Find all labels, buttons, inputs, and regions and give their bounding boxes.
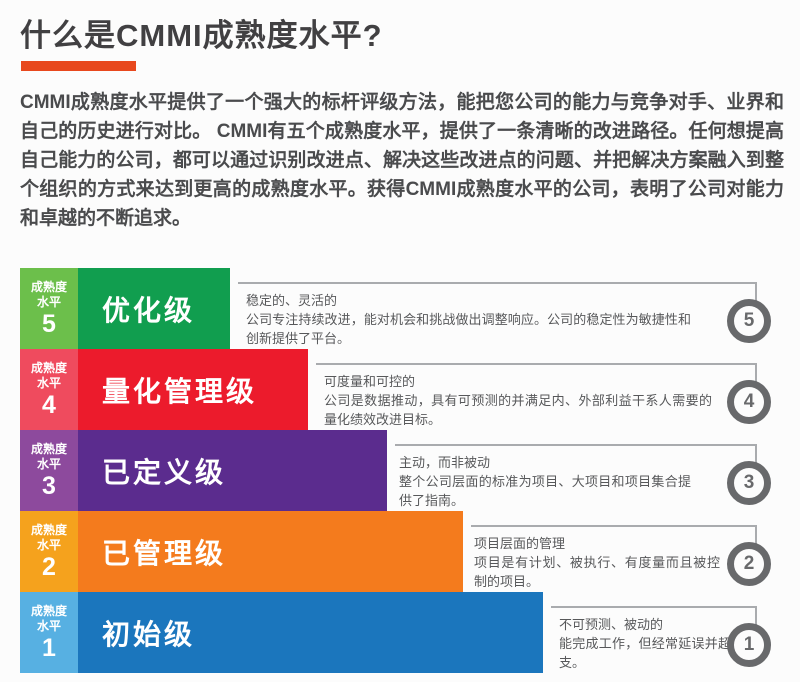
- level-description-heading: 主动，而非被动: [399, 455, 491, 470]
- level-description-body: 能完成工作，但经常延误并超支。: [559, 636, 731, 670]
- level-bar: 已管理级: [78, 511, 463, 592]
- level-description-body: 公司专注持续改进，能对机会和挑战做出调整响应。公司的稳定性为敏捷性和创新提供了平…: [246, 312, 691, 346]
- label-text-line2: 水平: [36, 376, 61, 390]
- label-text-line2: 水平: [36, 619, 61, 633]
- maturity-row-level-4: 成熟度 水平 4 量化管理级 可度量和可控的 公司是数据推动，具有可预测的并满足内、外部利…: [0, 349, 800, 430]
- level-label-box: 成熟度 水平 1: [20, 592, 78, 673]
- page-title: 什么是CMMI成熟度水平?: [20, 18, 383, 53]
- intro-paragraph: CMMI成熟度水平提供了一个强大的标杆评级方法，能把您公司的能力与竞争对手、业界…: [20, 92, 784, 229]
- level-description-body: 项目是有计划、被执行、有度量而且被控制的项目。: [474, 555, 720, 589]
- level-description: 不可预测、被动的能完成工作，但经常延误并超支。: [559, 615, 731, 672]
- label-level-number: 1: [42, 634, 56, 662]
- label-text-line1: 成熟度: [30, 361, 67, 375]
- level-bar: 已定义级: [78, 430, 387, 511]
- level-description-heading: 稳定的、灵活的: [246, 293, 338, 308]
- label-level-number: 3: [42, 472, 56, 500]
- label-text-line1: 成熟度: [30, 280, 67, 294]
- level-bar: 量化管理级: [78, 349, 308, 430]
- level-name: 已管理级: [102, 537, 227, 569]
- label-text-line1: 成熟度: [30, 523, 67, 537]
- level-label-box: 成熟度 水平 5: [20, 268, 78, 349]
- level-number-badge: 2: [727, 542, 771, 586]
- label-text-line1: 成熟度: [30, 442, 67, 456]
- label-level-number: 5: [42, 310, 56, 338]
- level-name: 已定义级: [102, 456, 227, 488]
- level-label-box: 成熟度 水平 2: [20, 511, 78, 592]
- maturity-row-level-5: 成熟度 水平 5 优化级 稳定的、灵活的 公司专注持续改进，能对机会和挑战做出调整响应。公…: [0, 268, 800, 349]
- maturity-row-level-1: 成熟度 水平 1 初始级 不可预测、被动的 能完成工作，但经常延误并超支。 1: [0, 592, 800, 673]
- connector-line: [238, 282, 757, 303]
- level-name: 量化管理级: [102, 375, 258, 407]
- level-number-badge: 4: [727, 380, 771, 424]
- level-description-heading: 不可预测、被动的: [559, 617, 664, 632]
- level-description-heading: 可度量和可控的: [324, 374, 416, 389]
- connector-line: [471, 525, 757, 546]
- level-label-box: 成熟度 水平 4: [20, 349, 78, 430]
- level-number-badge: 1: [727, 623, 771, 667]
- connector-line: [395, 444, 757, 465]
- label-text-line2: 水平: [36, 538, 61, 552]
- level-label-box: 成熟度 水平 3: [20, 430, 78, 511]
- level-name: 优化级: [102, 294, 196, 326]
- label-level-number: 2: [42, 553, 56, 581]
- maturity-levels-chart: 成熟度 水平 5 优化级 稳定的、灵活的 公司专注持续改进，能对机会和挑战做出调整响应。公…: [0, 268, 800, 673]
- maturity-row-level-2: 成熟度 水平 2 已管理级 项目层面的管理 项目是有计划、被执行、有度量而且被控制的项目。…: [0, 511, 800, 592]
- level-name: 初始级: [102, 618, 196, 650]
- connector-line: [551, 606, 757, 627]
- level-number-badge: 3: [727, 461, 771, 505]
- level-description-heading: 项目层面的管理: [474, 536, 566, 551]
- title-underline: [21, 61, 136, 71]
- label-text-line2: 水平: [36, 295, 61, 309]
- label-text-line2: 水平: [36, 457, 61, 471]
- level-description: 主动，而非被动整个公司层面的标准为项目、大项目和项目集合提供了指南。: [399, 453, 691, 510]
- maturity-row-level-3: 成熟度 水平 3 已定义级 主动，而非被动 整个公司层面的标准为项目、大项目和项目集合提供…: [0, 430, 800, 511]
- level-description: 可度量和可控的公司是数据推动，具有可预测的并满足内、外部利益干系人需要的量化绩效…: [324, 372, 712, 429]
- level-description-body: 整个公司层面的标准为项目、大项目和项目集合提供了指南。: [399, 474, 691, 508]
- label-text-line1: 成熟度: [30, 604, 67, 618]
- level-bar: 优化级: [78, 268, 230, 349]
- level-number-badge: 5: [727, 299, 771, 343]
- label-level-number: 4: [42, 391, 56, 419]
- level-description-body: 公司是数据推动，具有可预测的并满足内、外部利益干系人需要的量化绩效改进目标。: [324, 393, 712, 427]
- level-description: 稳定的、灵活的公司专注持续改进，能对机会和挑战做出调整响应。公司的稳定性为敏捷性…: [246, 291, 691, 348]
- connector-line: [316, 363, 757, 384]
- level-description: 项目层面的管理项目是有计划、被执行、有度量而且被控制的项目。: [474, 534, 720, 591]
- level-bar: 初始级: [78, 592, 543, 673]
